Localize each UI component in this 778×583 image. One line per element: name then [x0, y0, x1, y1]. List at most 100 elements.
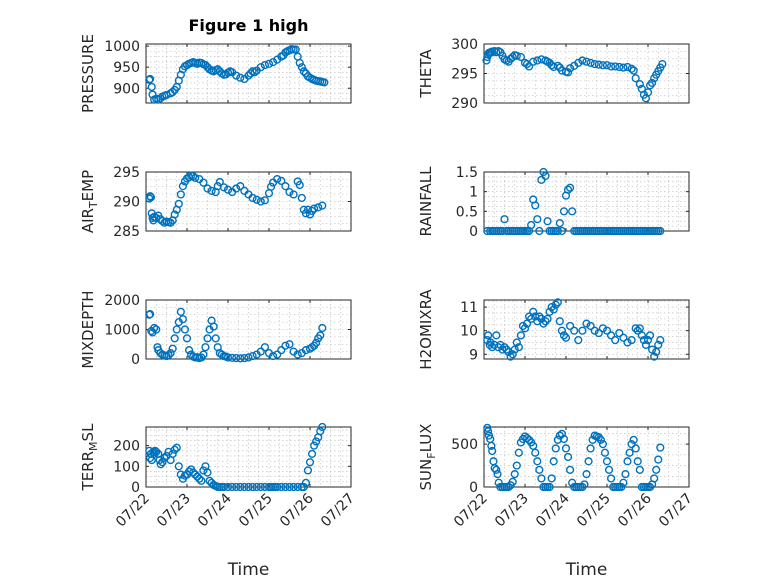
series-markers: [483, 423, 665, 492]
data-point: [191, 470, 200, 479]
data-point: [543, 217, 552, 226]
data-point: [191, 173, 200, 183]
data-point: [516, 331, 526, 340]
data-point: [266, 182, 276, 191]
data-point: [260, 60, 270, 70]
data-point: [211, 334, 220, 343]
data-point: [563, 452, 573, 462]
data-point: [180, 325, 190, 334]
data-point: [502, 345, 511, 354]
y-tick-label: 100: [113, 459, 140, 475]
data-point: [629, 435, 638, 444]
data-point: [582, 57, 591, 66]
data-point: [150, 323, 159, 333]
data-point: [203, 468, 212, 477]
data-point: [533, 56, 542, 65]
data-point: [232, 482, 241, 492]
data-point: [264, 59, 274, 68]
data-point: [541, 317, 550, 326]
y-tick-label: 0.5: [456, 204, 478, 220]
data-point: [563, 68, 573, 77]
data-point: [295, 180, 304, 190]
data-point: [619, 333, 628, 342]
data-point: [574, 336, 583, 345]
data-point: [178, 182, 188, 191]
data-point: [496, 340, 505, 349]
data-point: [582, 319, 591, 328]
data-point: [533, 215, 542, 224]
y-axis-label: SUNFLUX: [417, 424, 438, 491]
data-point: [635, 80, 644, 89]
data-point: [305, 458, 315, 467]
data-point: [152, 325, 161, 334]
data-point: [236, 182, 245, 191]
y-tick-label: 10: [460, 324, 478, 340]
x-tick-label: 07/22: [113, 491, 153, 531]
subplot-1: 900 950 1000 PRESSURE Figure 1 high: [79, 16, 352, 113]
data-point: [570, 326, 579, 335]
subplot-3: 285 290 295 AIRTEMP: [79, 165, 352, 240]
data-point: [568, 207, 577, 216]
data-point: [273, 350, 282, 359]
y-tick-label: 290: [451, 96, 478, 112]
data-point: [565, 64, 575, 73]
data-point: [565, 321, 575, 331]
data-point: [631, 74, 640, 83]
y-tick-label: 295: [451, 67, 478, 83]
data-point: [312, 338, 321, 347]
data-point: [166, 349, 175, 358]
data-point: [281, 341, 290, 350]
data-point: [152, 447, 161, 456]
data-point: [168, 449, 177, 458]
data-point: [604, 465, 614, 474]
data-point: [299, 482, 308, 492]
data-point: [559, 331, 569, 340]
y-axis-label: RAINFALL: [417, 166, 435, 237]
data-point: [602, 61, 612, 70]
data-point: [527, 221, 536, 230]
y-tick-label: 900: [113, 81, 140, 97]
data-point: [510, 345, 519, 354]
data-point: [236, 482, 245, 492]
data-point: [506, 352, 515, 361]
data-point: [656, 226, 665, 236]
data-point: [248, 351, 257, 361]
data-point: [645, 331, 655, 340]
data-point: [535, 226, 544, 236]
data-point: [269, 351, 278, 361]
data-point: [203, 184, 212, 193]
data-point: [293, 350, 302, 359]
data-point: [299, 67, 308, 76]
grid-lines: [145, 299, 352, 360]
data-point: [289, 190, 298, 199]
data-point: [625, 448, 634, 457]
data-point: [248, 193, 257, 203]
data-point: [650, 474, 659, 483]
data-point: [256, 482, 265, 492]
data-point: [146, 193, 156, 202]
data-point: [578, 326, 587, 335]
subplot-7: 07/22 07/23 07/24 07/25 07/26 07/27 0 100 200 TER…: [79, 422, 358, 580]
data-point: [178, 315, 188, 324]
data-point: [508, 350, 517, 359]
data-point: [232, 354, 241, 363]
data-point: [182, 334, 192, 343]
y-tick-label: 295: [113, 165, 140, 181]
data-point: [492, 331, 501, 340]
x-tick-label: 07/23: [154, 491, 194, 531]
data-point: [201, 343, 210, 352]
data-point: [170, 334, 179, 343]
data-point: [281, 182, 290, 191]
x-axis-label: Time: [227, 560, 270, 580]
data-point: [656, 336, 665, 345]
data-point: [516, 52, 526, 62]
data-point: [168, 344, 177, 353]
data-point: [522, 434, 532, 443]
data-point: [193, 472, 202, 481]
data-point: [652, 465, 661, 474]
y-tick-label: 1: [469, 185, 478, 201]
data-point: [606, 62, 616, 71]
data-point: [535, 312, 544, 321]
data-point: [643, 88, 653, 97]
